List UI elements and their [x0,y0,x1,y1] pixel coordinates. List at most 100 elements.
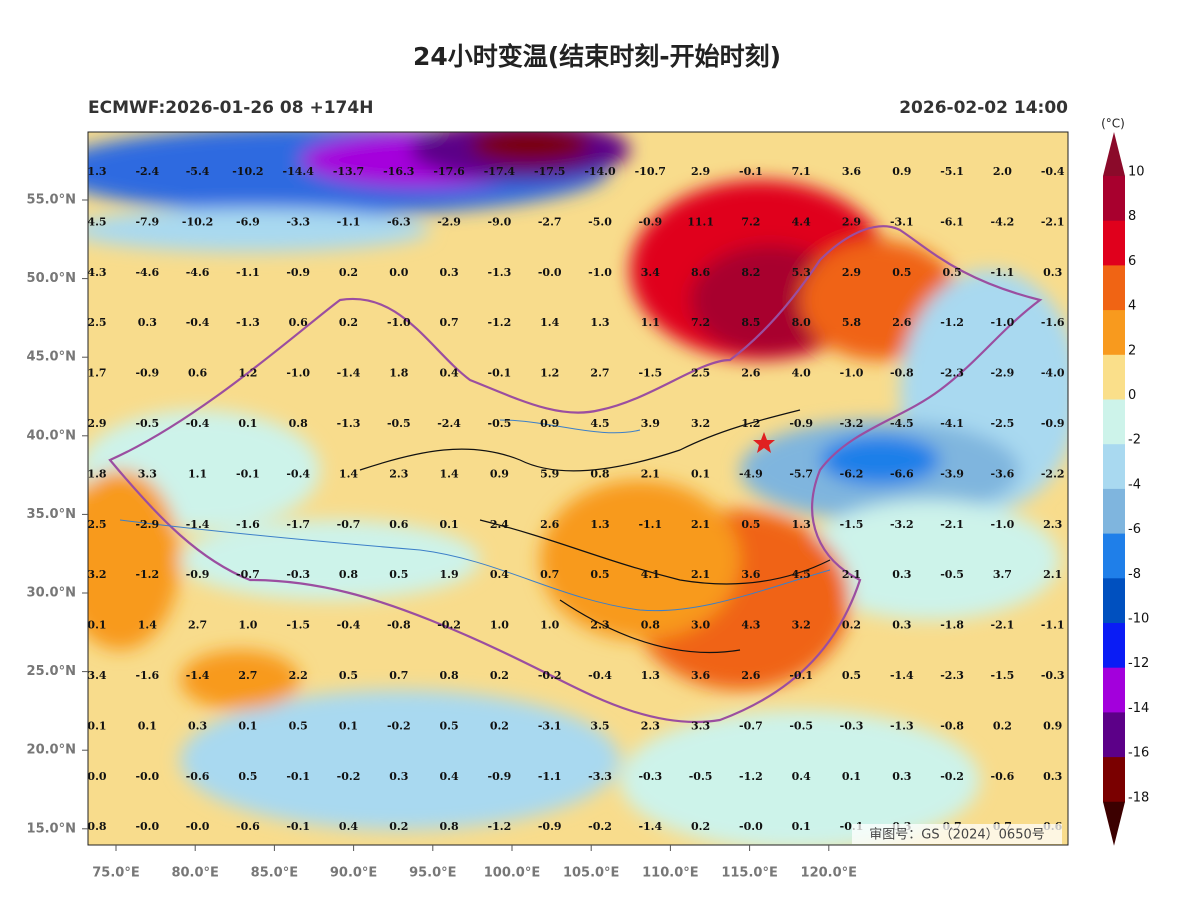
colorbar-swatch [1103,623,1125,669]
station-value: -17.4 [484,165,516,178]
station-value: 1.1 [641,316,660,329]
station-value: -6.3 [387,215,411,228]
colorbar-label: -4 [1128,477,1141,492]
colorbar-swatch [1103,757,1125,803]
station-value: -0.8 [940,719,964,732]
station-value: -2.4 [135,165,159,178]
station-value: -9.0 [488,215,512,228]
station-value: 2.5 [87,518,106,531]
station-value: 0.5 [892,266,911,279]
station-value: 0.2 [490,669,509,682]
station-value: -0.7 [739,719,763,732]
station-value: 0.1 [238,719,257,732]
station-value: 8.5 [741,316,760,329]
station-value: -6.6 [890,467,914,480]
station-value: -6.2 [840,467,864,480]
station-value: 5.8 [842,316,861,329]
station-value: 0.5 [741,518,760,531]
colorbar-swatch [1103,310,1125,356]
station-value: -4.9 [739,467,763,480]
station-value: 0.8 [87,820,106,833]
station-value: 3.9 [641,417,660,430]
station-value: 2.5 [691,367,710,380]
colorbar-label: -14 [1128,701,1149,716]
station-value: -0.6 [236,820,260,833]
colorbar-swatch [1103,578,1125,624]
station-value: -1.5 [840,518,864,531]
station-value: -2.9 [135,518,159,531]
station-value: -3.3 [286,215,310,228]
station-value: -0.9 [789,417,813,430]
station-value: -0.2 [437,619,461,632]
station-value: 0.1 [87,719,106,732]
station-value: 0.3 [1043,770,1062,783]
station-value: -1.0 [286,367,310,380]
station-value: -13.7 [333,165,364,178]
station-value: 0.8 [440,820,459,833]
station-value: 0.9 [540,417,559,430]
station-value: -5.4 [186,165,210,178]
station-value: 0.0 [87,770,106,783]
station-value: -3.1 [538,719,562,732]
lat-label: 40.0°N [27,428,76,443]
lat-label: 55.0°N [27,193,76,208]
station-value: 0.3 [138,316,157,329]
station-value: 1.4 [440,467,459,480]
station-value: 3.3 [138,467,157,480]
station-value: -16.3 [383,165,414,178]
approval-box [852,824,1062,844]
station-value: 3.5 [590,719,609,732]
station-value: -4.6 [135,266,159,279]
station-value: -0.2 [387,719,411,732]
station-value: 7.2 [691,316,710,329]
station-value: -7.9 [135,215,159,228]
station-value: -1.1 [337,215,361,228]
station-value: 1.8 [87,467,106,480]
colorbar-bottom-arrow [1103,801,1125,846]
station-value: 4.5 [87,215,106,228]
station-value: 3.7 [993,568,1012,581]
station-value: -4.0 [1041,367,1065,380]
field-shading [88,132,1068,845]
station-value: -14.4 [283,165,315,178]
station-value: 0.3 [389,770,408,783]
station-value: -1.1 [236,266,260,279]
station-value: -0.3 [840,719,864,732]
station-value: -17.5 [534,165,565,178]
station-value: -1.3 [337,417,361,430]
station-value: 2.1 [691,518,710,531]
station-value: 0.4 [792,770,811,783]
station-value: 0.3 [892,770,911,783]
station-value: -1.2 [135,568,159,581]
station-value: -1.7 [286,518,310,531]
station-values: 1.3 -2.4 -5.4 -10.2 -14.4 -13.7 -16.3 -17.6 -17.… [87,165,1065,833]
station-value: 2.6 [892,316,911,329]
station-value: -1.2 [488,316,512,329]
lat-label: 20.0°N [27,743,76,758]
station-value: 3.6 [691,669,710,682]
station-value: 0.4 [440,367,459,380]
station-value: -1.0 [991,518,1015,531]
station-value: 8.6 [691,266,710,279]
station-value: -0.8 [387,619,411,632]
station-value: 8.0 [792,316,811,329]
station-value: 11.1 [687,215,714,228]
station-value: 1.4 [138,619,157,632]
colorbar-top-arrow [1103,132,1125,176]
rivers [119,419,831,612]
station-value: 0.1 [138,719,157,732]
station-value: 0.7 [540,568,559,581]
station-value: -2.9 [991,367,1015,380]
colorbar-label: -18 [1128,790,1149,805]
station-value: -0.8 [890,367,914,380]
station-value: -3.2 [890,518,914,531]
station-value: 0.9 [490,467,509,480]
station-value: -4.1 [940,417,964,430]
station-value: -0.2 [588,820,612,833]
colorbar-label: -10 [1128,612,1149,627]
station-value: 0.2 [389,820,408,833]
station-value: 2.1 [641,467,660,480]
station-value: 0.5 [590,568,609,581]
station-value: -10.7 [635,165,666,178]
station-value: -1.3 [488,266,512,279]
